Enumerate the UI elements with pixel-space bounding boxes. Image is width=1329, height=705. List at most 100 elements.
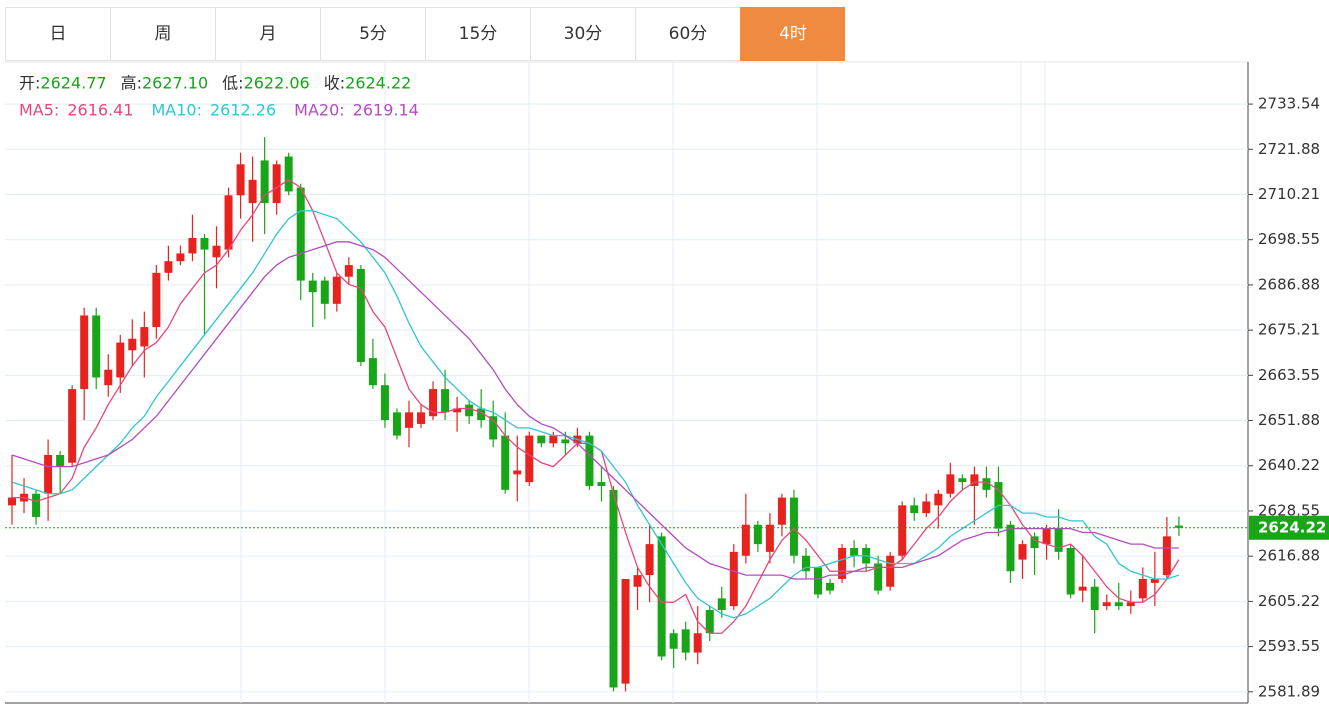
candle-body (176, 253, 185, 262)
candle-body (765, 524, 774, 552)
candle-body (801, 555, 810, 572)
candle-body (1090, 586, 1099, 610)
candle-body (320, 280, 329, 304)
period-tab[interactable]: 周 (110, 7, 215, 61)
candle-body (982, 478, 991, 490)
period-tab[interactable]: 30分 (530, 7, 635, 61)
candle-body (1162, 536, 1171, 576)
candle-body (44, 454, 53, 494)
candle-body (465, 404, 474, 417)
candle-body (368, 358, 377, 386)
candle-body (1150, 578, 1159, 583)
info-label: 低: (222, 74, 243, 93)
y-tick-label: 2628.55 (1258, 501, 1320, 519)
candle-body (910, 505, 919, 514)
candle-body (657, 536, 666, 657)
period-tab[interactable]: 15分 (425, 7, 530, 61)
candle-body (898, 505, 907, 556)
candle-body (525, 435, 534, 483)
candle-body (814, 567, 823, 595)
candle-body (705, 609, 714, 634)
candle-body (717, 598, 726, 610)
candle-body (1102, 602, 1111, 607)
candle-body (272, 164, 281, 204)
period-tab[interactable]: 60分 (635, 7, 740, 61)
legend-value: 2612.26 (210, 101, 276, 120)
candle-body (56, 454, 65, 467)
candle-body (164, 261, 173, 273)
candle-body (453, 408, 462, 413)
candle-body (946, 474, 955, 494)
candle-body (116, 342, 125, 378)
candle-body (585, 435, 594, 486)
candle-body (645, 544, 654, 576)
candle-body (501, 435, 510, 490)
candle-body (308, 280, 317, 293)
candle-body (970, 474, 979, 486)
y-tick-label: 2663.55 (1258, 366, 1320, 384)
candle-body (68, 389, 77, 463)
info-value: 2622.06 (244, 74, 310, 93)
candle-body (777, 497, 786, 525)
candle-body (693, 633, 702, 653)
candle-body (561, 439, 570, 444)
candle-body (429, 389, 438, 417)
candle-body (8, 497, 16, 506)
candle-body (1042, 528, 1051, 545)
y-tick-label: 2710.21 (1258, 185, 1320, 203)
info-label: 高: (121, 74, 142, 93)
candle-body (669, 633, 678, 649)
last-price-label: 2624.22 (1258, 518, 1326, 536)
candle-body (549, 435, 558, 444)
candle-body (922, 501, 931, 514)
ma-line (11, 241, 1179, 580)
candle-body (200, 237, 209, 250)
candle-body (1030, 536, 1039, 548)
period-tab[interactable]: 5分 (320, 7, 425, 61)
candle-body (344, 265, 353, 277)
info-value: 2624.77 (40, 74, 106, 93)
date-separators (240, 62, 1046, 703)
candle-body (296, 187, 305, 281)
candle-body (284, 156, 293, 192)
candle-body (477, 408, 486, 421)
candle-body (958, 478, 967, 483)
y-tick-label: 2733.54 (1258, 95, 1320, 113)
y-tick-label: 2698.55 (1258, 230, 1320, 248)
candle-body (1054, 528, 1063, 552)
period-tab[interactable]: 日 (5, 7, 110, 61)
candle-body (729, 551, 738, 607)
legend-name: MA10: (152, 101, 203, 120)
candle-body (104, 369, 113, 386)
candle-body (392, 412, 401, 436)
candle-body (80, 315, 89, 390)
y-tick-label: 2593.55 (1258, 637, 1320, 655)
candle-body (212, 245, 221, 258)
legend-name: MA20: (294, 101, 345, 120)
info-value: 2627.10 (142, 74, 208, 93)
legend-value: 2619.14 (353, 101, 419, 120)
candle-body (1006, 524, 1015, 572)
candle-body (332, 276, 341, 304)
candle-body (1174, 525, 1183, 528)
candle-body (934, 493, 943, 506)
candle-body (1138, 578, 1147, 599)
candle-body (32, 493, 41, 517)
y-tick-label: 2721.88 (1258, 140, 1320, 158)
period-tab[interactable]: 月 (215, 7, 320, 61)
y-tick-label: 2640.22 (1258, 456, 1320, 474)
y-tick-label: 2686.88 (1258, 275, 1320, 293)
y-tick-label: 2616.88 (1258, 547, 1320, 565)
candle-body (753, 524, 762, 545)
ma-line (12, 179, 1180, 634)
candle-body (1018, 544, 1027, 560)
candle-body (404, 412, 413, 428)
period-tab[interactable]: 4时 (740, 7, 845, 61)
last-price-box (1249, 515, 1329, 540)
candle-body (224, 195, 233, 250)
candle-body (248, 179, 257, 204)
candle-body (789, 497, 798, 556)
candle-body (441, 389, 450, 413)
